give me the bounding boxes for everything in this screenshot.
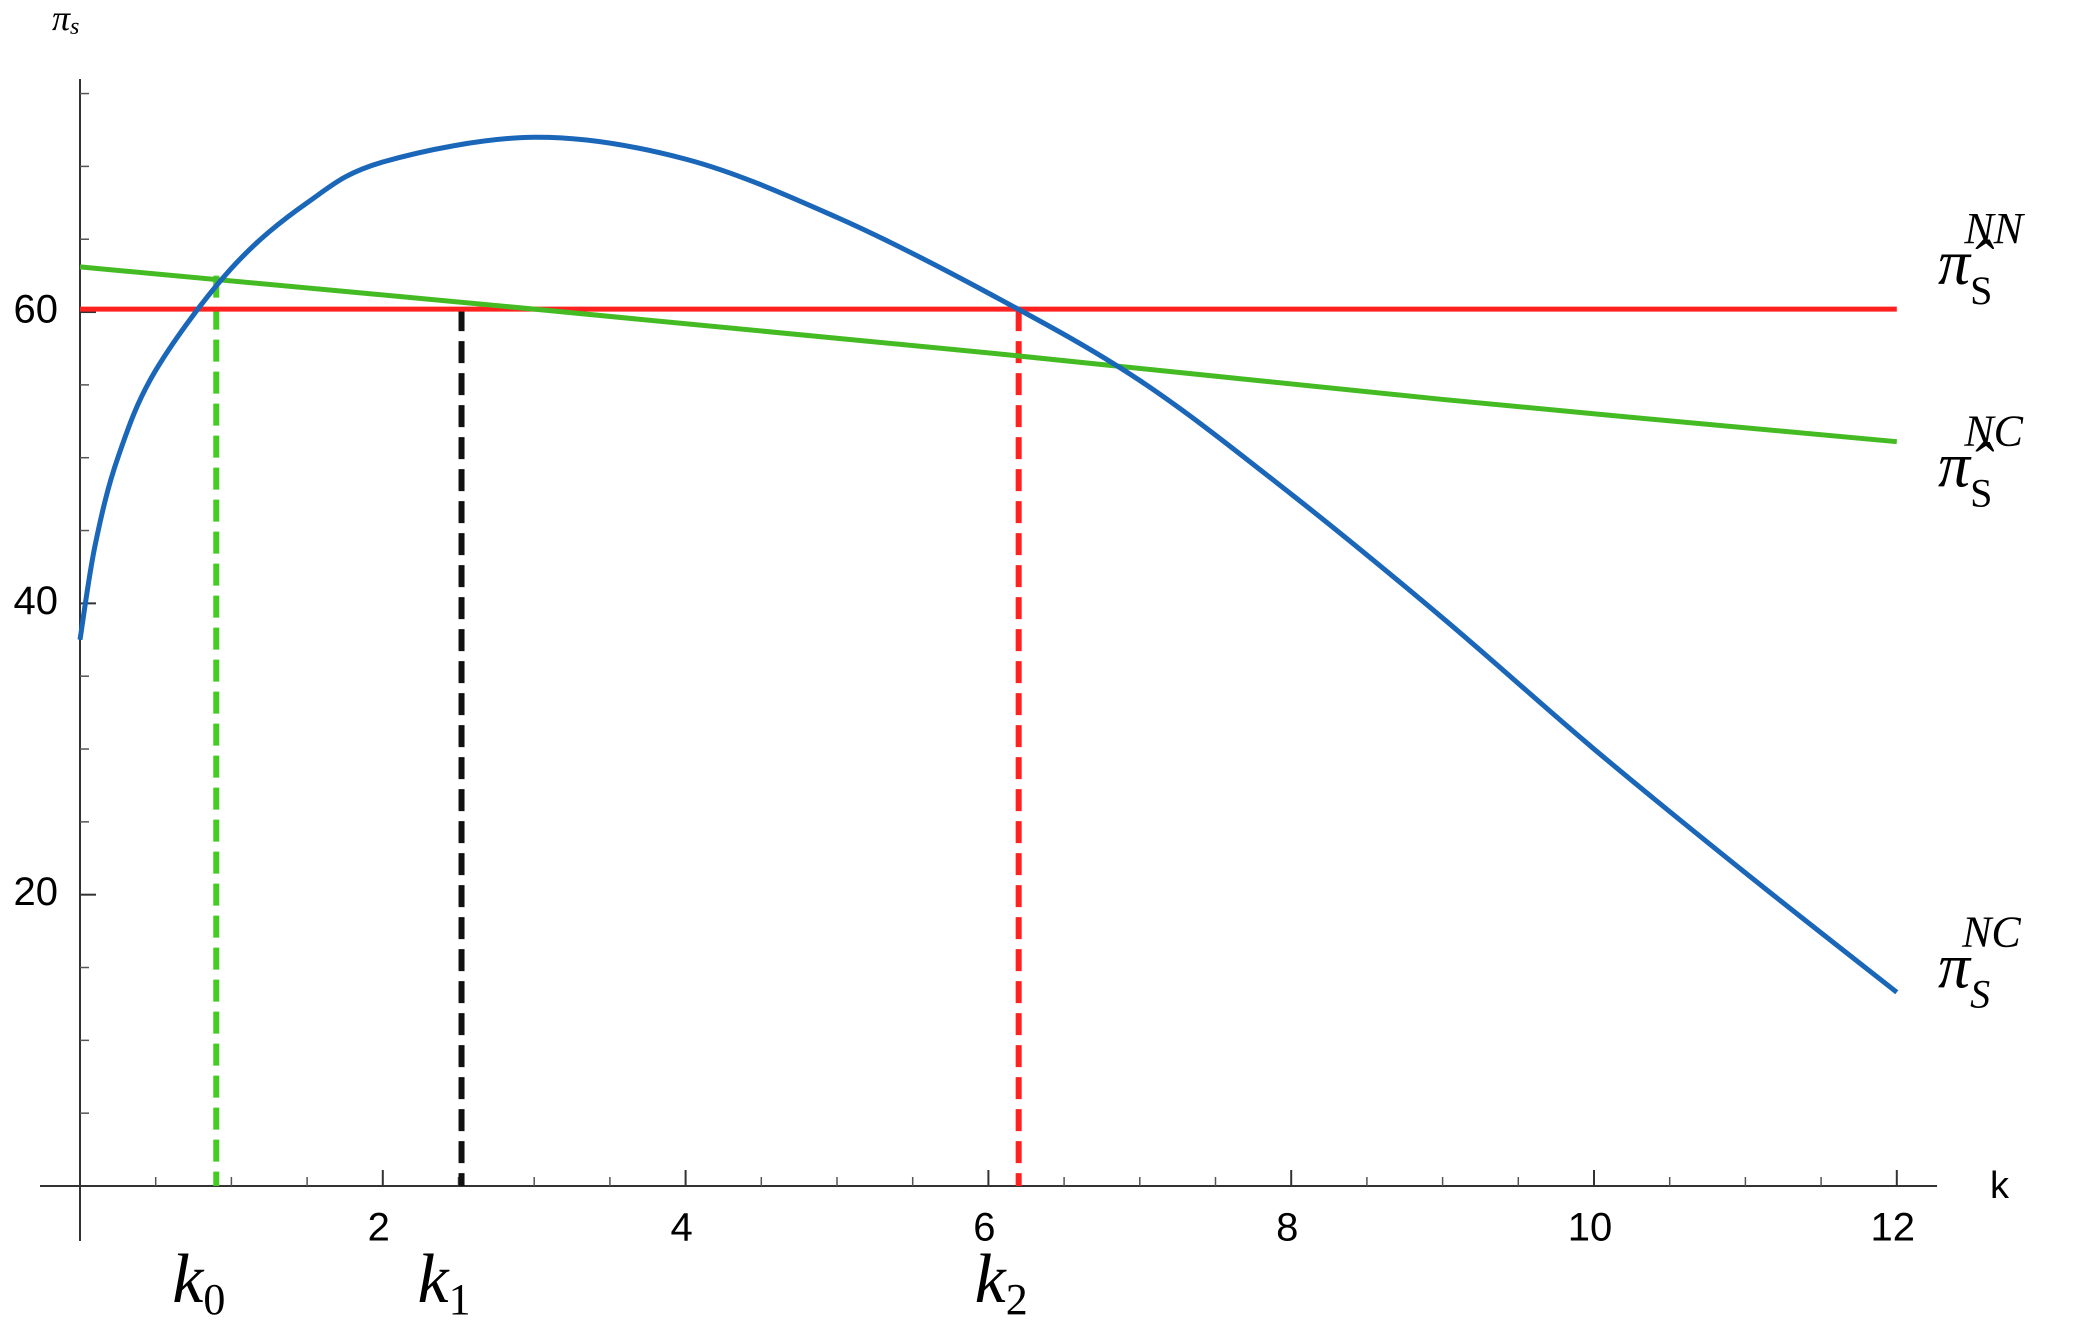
series-label-sup: NC — [1961, 907, 2021, 956]
y-tick-label: 40 — [14, 579, 59, 623]
series-label-name: π — [1938, 930, 1972, 1001]
x-tick-label: 8 — [1276, 1206, 1298, 1250]
y-axis-label: πs — [52, 0, 79, 40]
x-tick-label: 10 — [1568, 1206, 1613, 1250]
series-label: π̂SNN — [1938, 204, 2026, 313]
y-label-main: π — [52, 0, 71, 38]
x-tick-label: 2 — [368, 1206, 390, 1250]
marker-label-main: k — [975, 1241, 1008, 1318]
series-label-sub: S — [1970, 971, 1990, 1016]
series-label-sup: NN — [1963, 204, 2025, 253]
marker-label-sub: 1 — [449, 1275, 471, 1321]
x-axis-label: k — [1990, 1165, 2010, 1207]
x-tick-label: 12 — [1871, 1206, 1916, 1250]
series-line — [79, 264, 1898, 445]
series-label-sub: S — [1970, 268, 1992, 313]
x-tick-label: 6 — [973, 1206, 995, 1250]
series-label-sup: NC — [1963, 407, 2023, 456]
marker-label: k0 — [172, 1241, 225, 1321]
marker-label-main: k — [172, 1241, 205, 1318]
series-label: πS NC — [1938, 907, 2021, 1016]
marker-label-sub: 2 — [1006, 1275, 1028, 1321]
y-label-sub: s — [70, 14, 79, 40]
marker-label: k1 — [418, 1241, 471, 1321]
y-tick-label: 20 — [14, 870, 59, 914]
y-tick-label: 60 — [14, 288, 59, 332]
marker-label-sub: 0 — [203, 1275, 225, 1321]
x-tick-label: 4 — [670, 1206, 692, 1250]
series-label: π̂SNC — [1938, 407, 2024, 516]
marker-label: k2 — [975, 1241, 1028, 1321]
marker-label-main: k — [418, 1241, 451, 1318]
series-label-sub: S — [1970, 471, 1992, 516]
series-line — [77, 134, 1899, 995]
